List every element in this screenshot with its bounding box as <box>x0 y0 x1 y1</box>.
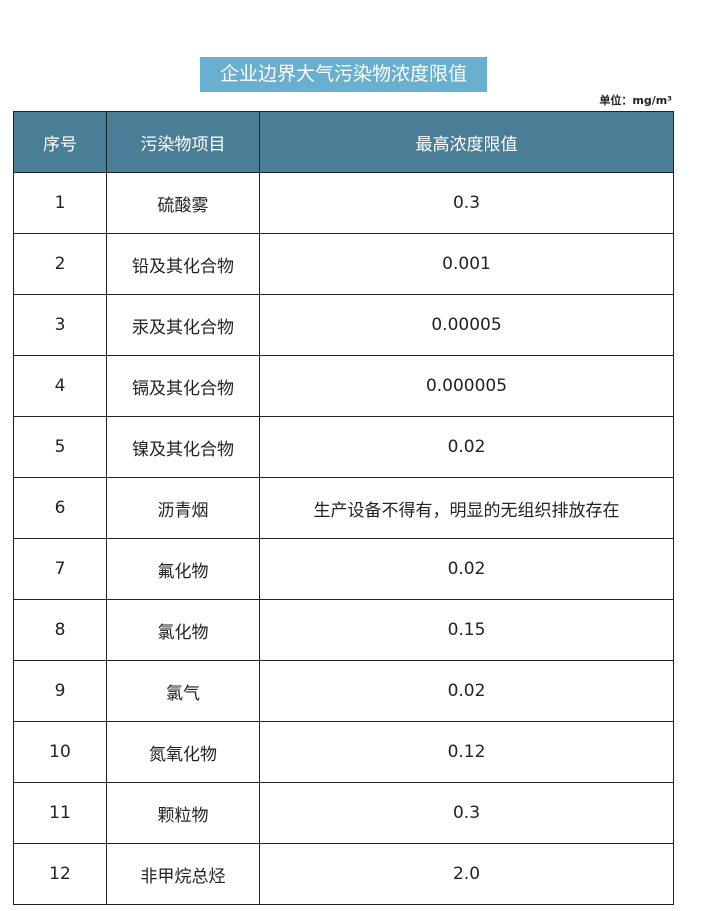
cell-index: 5 <box>13 416 107 478</box>
unit-label: 单位：mg/m³ <box>599 94 672 107</box>
cell-index: 7 <box>13 538 107 600</box>
header-index: 序号 <box>13 111 107 173</box>
table-row: 11 颗粒物 0.3 <box>13 782 674 844</box>
cell-index: 6 <box>13 477 107 539</box>
table-row: 2 铅及其化合物 0.001 <box>13 233 674 295</box>
cell-limit: 0.001 <box>259 233 674 295</box>
cell-pollutant: 汞及其化合物 <box>106 294 260 356</box>
cell-pollutant: 镍及其化合物 <box>106 416 260 478</box>
cell-pollutant: 镉及其化合物 <box>106 355 260 417</box>
cell-index: 10 <box>13 721 107 783</box>
table-row: 1 硫酸雾 0.3 <box>13 172 674 234</box>
header-row: 序号 污染物项目 最高浓度限值 <box>13 111 674 173</box>
table-row: 10 氮氧化物 0.12 <box>13 721 674 783</box>
cell-index: 12 <box>13 843 107 905</box>
cell-index: 11 <box>13 782 107 844</box>
cell-limit: 0.15 <box>259 599 674 661</box>
cell-limit: 2.0 <box>259 843 674 905</box>
cell-index: 4 <box>13 355 107 417</box>
cell-index: 2 <box>13 233 107 295</box>
cell-pollutant: 非甲烷总烃 <box>106 843 260 905</box>
cell-limit: 0.02 <box>259 416 674 478</box>
cell-limit: 0.000005 <box>259 355 674 417</box>
cell-pollutant: 沥青烟 <box>106 477 260 539</box>
table-row: 3 汞及其化合物 0.00005 <box>13 294 674 356</box>
cell-index: 9 <box>13 660 107 722</box>
cell-pollutant: 氟化物 <box>106 538 260 600</box>
cell-limit: 0.12 <box>259 721 674 783</box>
cell-limit: 0.3 <box>259 172 674 234</box>
cell-pollutant: 氮氧化物 <box>106 721 260 783</box>
cell-pollutant: 硫酸雾 <box>106 172 260 234</box>
limits-table: 序号 污染物项目 最高浓度限值 1 硫酸雾 0.3 2 铅及其化合物 0.001 3 汞及其化… <box>13 111 674 905</box>
cell-limit: 0.02 <box>259 660 674 722</box>
table-row: 6 沥青烟 生产设备不得有，明显的无组织排放存在 <box>13 477 674 539</box>
cell-index: 1 <box>13 172 107 234</box>
cell-limit: 0.3 <box>259 782 674 844</box>
header-pollutant: 污染物项目 <box>106 111 260 173</box>
cell-pollutant: 氯气 <box>106 660 260 722</box>
cell-index: 8 <box>13 599 107 661</box>
table-row: 4 镉及其化合物 0.000005 <box>13 355 674 417</box>
cell-limit: 生产设备不得有，明显的无组织排放存在 <box>259 477 674 539</box>
table-row: 12 非甲烷总烃 2.0 <box>13 843 674 905</box>
table-row: 7 氟化物 0.02 <box>13 538 674 600</box>
cell-pollutant: 氯化物 <box>106 599 260 661</box>
table-row: 8 氯化物 0.15 <box>13 599 674 661</box>
table-row: 5 镍及其化合物 0.02 <box>13 416 674 478</box>
header-limit: 最高浓度限值 <box>259 111 674 173</box>
cell-pollutant: 铅及其化合物 <box>106 233 260 295</box>
cell-index: 3 <box>13 294 107 356</box>
cell-pollutant: 颗粒物 <box>106 782 260 844</box>
table-row: 9 氯气 0.02 <box>13 660 674 722</box>
cell-limit: 0.02 <box>259 538 674 600</box>
cell-limit: 0.00005 <box>259 294 674 356</box>
table-title: 企业边界大气污染物浓度限值 <box>200 57 487 92</box>
